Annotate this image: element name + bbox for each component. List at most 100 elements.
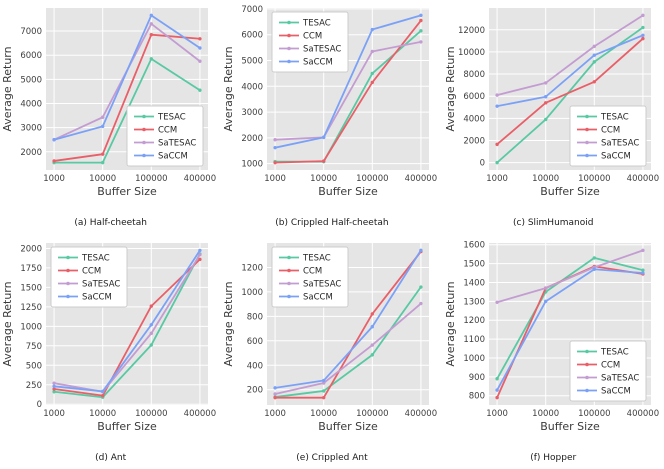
- data-point: [371, 343, 375, 347]
- legend-marker-icon: [584, 153, 589, 158]
- legend-label: TESAC: [81, 254, 110, 264]
- x-tick-label: 10000: [532, 409, 559, 419]
- series-line-satesac: [496, 249, 643, 304]
- data-point: [149, 57, 154, 61]
- x-tick-label: 10000: [532, 174, 559, 184]
- x-tick-label: 100000: [135, 409, 167, 419]
- data-point: [149, 32, 154, 37]
- data-point: [543, 95, 548, 99]
- legend-label: SaCCM: [303, 293, 333, 303]
- series-line-ccm: [275, 19, 423, 164]
- legend-box: [271, 246, 349, 308]
- series-line-saccm: [54, 249, 201, 393]
- y-tick-label: 7000: [242, 5, 264, 15]
- y-tick-label: 1000: [242, 288, 264, 298]
- y-tick-label: 6000: [463, 92, 485, 102]
- data-point: [101, 115, 105, 119]
- data-point: [52, 387, 56, 391]
- legend-label: SaCCM: [601, 387, 631, 397]
- x-tick-label: 1000: [486, 174, 508, 184]
- y-tick-label: 1200: [463, 316, 485, 326]
- data-point: [322, 159, 326, 163]
- chart-ant: 1000 10000 100000 400000 0 250 500 750 1000 1250 1…: [1, 243, 216, 433]
- data-point: [371, 71, 375, 76]
- data-point: [101, 124, 105, 129]
- y-tick-label: 1000: [242, 160, 264, 170]
- y-tick-label: 4000: [242, 82, 264, 92]
- y-tick-label: 1100: [463, 335, 485, 345]
- legend-marker-icon: [66, 294, 70, 299]
- y-tick-label: 2000: [21, 148, 43, 158]
- data-point: [419, 13, 424, 18]
- data-point: [419, 29, 424, 33]
- data-point: [495, 300, 499, 304]
- data-point: [592, 44, 596, 49]
- y-tick-label: 2000: [21, 244, 43, 254]
- series-line-saccm: [275, 249, 423, 389]
- legend-marker-icon: [584, 127, 589, 132]
- y-tick-label: 4000: [21, 99, 43, 109]
- legend-box: [569, 105, 647, 167]
- series-line-satesac: [54, 254, 201, 393]
- data-point: [543, 286, 548, 290]
- series-line-ccm: [54, 33, 201, 162]
- series-line-satesac: [275, 41, 422, 141]
- legend-marker-icon: [287, 255, 292, 260]
- subplot-ant: 1000 10000 100000 400000 0 250 500 750 1000 1250 1…: [0, 235, 221, 469]
- y-tick-label: 12000: [458, 26, 485, 36]
- legend-label: CCM: [303, 267, 322, 277]
- data-point: [371, 325, 375, 329]
- y-tick-label: 2000: [463, 136, 485, 146]
- x-tick-label: 100000: [357, 174, 389, 184]
- legend-marker-icon: [66, 255, 70, 260]
- legend-label: SaTESAC: [158, 139, 196, 149]
- legend-label: TESAC: [157, 113, 186, 123]
- y-tick-label: 200: [247, 386, 263, 396]
- legend-marker-icon: [584, 362, 589, 367]
- legend-label: CCM: [601, 361, 620, 371]
- data-point: [640, 13, 645, 18]
- data-point: [149, 22, 154, 26]
- legend-marker-icon: [584, 388, 589, 393]
- y-tick-label: 1500: [21, 283, 43, 293]
- series-line-tesac: [54, 253, 201, 399]
- y-tick-label: 3000: [21, 124, 43, 134]
- legend-box: [569, 340, 647, 402]
- y-axis-label: Average Return: [222, 281, 235, 366]
- x-tick-label: 1000: [486, 409, 508, 419]
- series-line-ccm: [496, 37, 644, 146]
- data-point: [640, 36, 645, 41]
- data-point: [640, 268, 645, 272]
- legend-marker-icon: [142, 127, 146, 132]
- data-point: [101, 393, 105, 398]
- legend-marker-icon: [584, 140, 589, 145]
- chart-crippled-ant: 1000 10000 100000 400000 200 400 600 800 1000 120…: [222, 243, 438, 433]
- data-point: [495, 388, 499, 392]
- series-line-ccm: [54, 258, 201, 397]
- data-point: [198, 59, 202, 63]
- legend-label: CCM: [82, 267, 101, 277]
- legend-label: TESAC: [600, 113, 629, 123]
- legend-label: TESAC: [600, 348, 629, 358]
- data-point: [52, 390, 56, 394]
- x-tick-label: 100000: [357, 409, 389, 419]
- y-axis-label: Average Return: [444, 46, 457, 131]
- legend-marker-icon: [142, 114, 146, 119]
- data-point: [322, 381, 326, 385]
- data-point: [543, 81, 548, 85]
- x-tick-label: 10000: [311, 174, 338, 184]
- y-axis-label: Average Return: [444, 281, 457, 366]
- legend-label: SaCCM: [601, 152, 631, 162]
- data-point: [101, 152, 105, 156]
- series-line-tesac: [275, 286, 423, 398]
- data-point: [322, 389, 326, 393]
- legend-marker-icon: [66, 281, 70, 286]
- legend-box: [126, 105, 204, 167]
- y-tick-label: 1250: [21, 303, 43, 313]
- y-axis-label: Average Return: [1, 281, 14, 366]
- legend-label: SaTESAC: [82, 280, 120, 290]
- data-point: [198, 37, 202, 41]
- y-tick-label: 500: [26, 361, 42, 371]
- y-tick-label: 5000: [21, 75, 43, 85]
- data-point: [495, 142, 499, 147]
